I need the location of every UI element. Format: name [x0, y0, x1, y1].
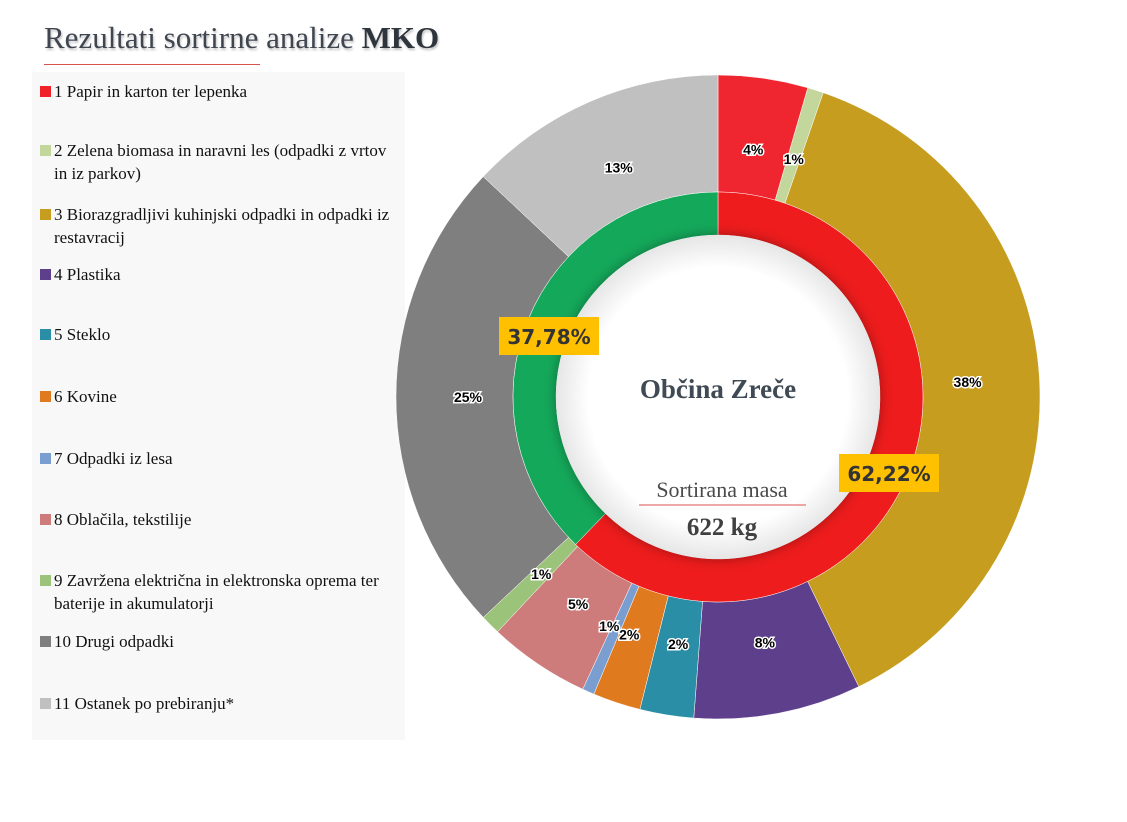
outer-data-label: 5% [568, 596, 589, 612]
inner-labels: 62,22% 37,78% [499, 317, 939, 492]
legend-item: 8 Oblačila, tekstilije [40, 508, 400, 531]
legend-item: 1 Papir in karton ter lepenka [40, 80, 400, 103]
legend-label: 11 Ostanek po prebiranju* [54, 694, 235, 713]
legend-swatch [40, 269, 51, 280]
inner-label-box [499, 317, 599, 355]
outer-data-label: 2% [619, 626, 640, 642]
legend-item: 9 Zavržena električna in elektronska opr… [40, 569, 400, 615]
outer-data-label: 25% [454, 389, 483, 405]
legend-swatch [40, 698, 51, 709]
title-underline [44, 64, 260, 65]
outer-data-label: 38% [954, 374, 983, 390]
legend-item: 6 Kovine [40, 385, 400, 408]
legend-swatch [40, 86, 51, 97]
title-bold: MKO [361, 20, 440, 55]
legend-label: 4 Plastika [54, 265, 121, 284]
legend-label: 7 Odpadki iz lesa [54, 449, 173, 468]
outer-data-label: 8% [755, 635, 776, 651]
legend-label: 2 Zelena biomasa in naravni les (odpadki… [54, 141, 387, 183]
legend-label: 9 Zavržena električna in elektronska opr… [54, 571, 379, 613]
legend-item: 5 Steklo [40, 323, 400, 346]
outer-data-label: 1% [599, 618, 620, 634]
legend-swatch [40, 391, 51, 402]
outer-ring [395, 74, 1041, 720]
outer-data-label: 13% [605, 160, 634, 176]
legend-panel [32, 72, 405, 740]
inner-data-label: 37,78% [507, 325, 590, 349]
legend-swatch [40, 514, 51, 525]
legend-label: 8 Oblačila, tekstilije [54, 510, 192, 529]
legend-swatch [40, 145, 51, 156]
outer-data-label: 1% [784, 151, 805, 167]
legend-item: 7 Odpadki iz lesa [40, 447, 400, 470]
outer-data-label: 1% [531, 566, 552, 582]
legend-swatch [40, 575, 51, 586]
outer-data-label: 4% [743, 141, 764, 157]
inner-label-box [839, 454, 939, 492]
outer-labels: 4%1%38%8%2%2%1%5%1%25%13% [452, 140, 983, 653]
legend-swatch [40, 209, 51, 220]
legend-label: 6 Kovine [54, 387, 117, 406]
chart-title: Rezultati sortirne analize MKO [44, 20, 439, 56]
legend-item: 2 Zelena biomasa in naravni les (odpadki… [40, 139, 400, 185]
legend-swatch [40, 636, 51, 647]
legend-item: 10 Drugi odpadki [40, 630, 400, 653]
title-text: Rezultati sortirne analize [44, 20, 354, 55]
center-subtitle: Sortirana masa [656, 477, 788, 502]
legend-item: 4 Plastika [40, 263, 400, 286]
legend-swatch [40, 453, 51, 464]
legend-label: 10 Drugi odpadki [54, 632, 174, 651]
outer-data-label: 2% [668, 636, 689, 652]
legend-label: 5 Steklo [54, 325, 111, 344]
center-title: Občina Zreče [640, 374, 796, 404]
center-value: 622 kg [687, 514, 758, 541]
center-hole [556, 235, 880, 559]
legend-item: 3 Biorazgradljivi kuhinjski odpadki in o… [40, 203, 400, 249]
legend-swatch [40, 329, 51, 340]
legend-label: 3 Biorazgradljivi kuhinjski odpadki in o… [54, 205, 390, 247]
legend-item: 11 Ostanek po prebiranju* [40, 692, 400, 715]
legend-label: 1 Papir in karton ter lepenka [54, 82, 248, 101]
inner-data-label: 62,22% [847, 462, 930, 486]
